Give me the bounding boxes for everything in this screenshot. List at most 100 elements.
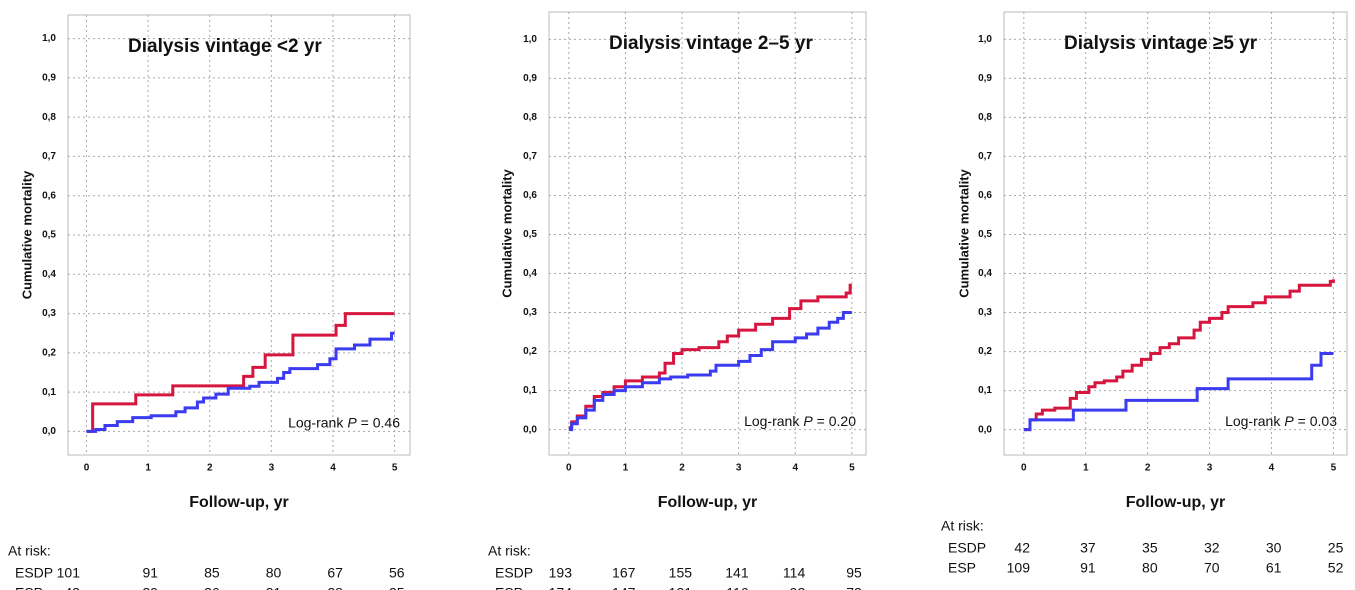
x-tick-label: 5 (392, 463, 398, 474)
chart-title: Dialysis vintage 2–5 yr (609, 33, 813, 54)
at-risk-count: 155 (669, 565, 693, 581)
panel: 0,0 0,1 0,2 0,3 0,4 0,5 0,6 0,7 0,8 0,9 1,0 0 1 2 3 4 5 D… (941, 11, 1348, 576)
panel: 0,0 0,1 0,2 0,3 0,4 0,5 0,6 0,7 0,8 0,9 1,0 0 1 2 3 4 5 D… (488, 11, 867, 590)
y-tick-label: 1,0 (42, 33, 56, 44)
x-tick-label: 3 (1207, 463, 1213, 474)
at-risk-count: 72 (846, 585, 862, 590)
y-tick-label: 0,4 (42, 269, 56, 280)
y-tick-label: 0,8 (523, 112, 537, 123)
x-tick-label: 1 (623, 463, 629, 474)
at-risk-count: 109 (1007, 560, 1031, 576)
y-tick-label: 0,7 (523, 151, 537, 162)
x-tick-label: 2 (679, 463, 685, 474)
x-tick-label: 3 (736, 463, 742, 474)
annotation-stat: P (1284, 413, 1294, 429)
y-tick-label: 0,5 (42, 230, 56, 241)
annotation: Log-rank P = 0.03 (1225, 413, 1337, 429)
at-risk-count: 92 (790, 585, 806, 590)
y-tick-label: 0,6 (42, 190, 56, 201)
at-risk-count: 114 (783, 565, 806, 581)
at-risk-title: At risk: (488, 543, 531, 559)
at-risk-count: 31 (266, 585, 282, 590)
y-tick-label: 0,1 (523, 385, 537, 396)
y-tick-label: 0,0 (523, 424, 537, 435)
at-risk-count: 91 (1080, 560, 1096, 576)
at-risk-count: 42 (1014, 540, 1030, 556)
x-tick-label: 1 (145, 463, 151, 474)
y-tick-label: 0,0 (978, 424, 992, 435)
y-tick-label: 0,0 (42, 426, 56, 437)
y-tick-label: 1,0 (978, 34, 992, 45)
y-tick-label: 1,0 (523, 34, 537, 45)
y-tick-label: 0,6 (523, 190, 537, 201)
x-axis-label: Follow-up, yr (658, 494, 758, 511)
y-tick-label: 0,2 (523, 346, 537, 357)
x-tick-label: 3 (269, 463, 275, 474)
at-risk-count: 25 (1328, 540, 1344, 556)
at-risk-count: 61 (1266, 560, 1282, 576)
at-risk-count: 80 (266, 565, 282, 581)
survival-curve (568, 311, 852, 432)
annotation-value: = 0.46 (361, 414, 401, 430)
at-risk-count: 147 (612, 585, 636, 590)
at-risk-group: ESP (15, 585, 43, 590)
y-axis-label: Cumulative mortality (499, 168, 514, 297)
y-tick-label: 0,7 (42, 151, 56, 162)
at-risk-count: 131 (669, 585, 693, 590)
at-risk-group: ESP (495, 585, 523, 590)
at-risk-title: At risk: (941, 518, 984, 534)
x-tick-label: 0 (84, 463, 90, 474)
annotation-value: = 0.20 (817, 413, 857, 429)
at-risk-count: 25 (389, 585, 405, 590)
y-tick-label: 0,3 (523, 307, 537, 318)
survival-curve (86, 331, 395, 433)
at-risk-group: ESDP (495, 565, 533, 581)
x-tick-label: 4 (330, 463, 336, 474)
annotation-prefix: Log-rank (288, 414, 344, 430)
x-tick-label: 0 (566, 463, 572, 474)
at-risk-count: 80 (1142, 560, 1158, 576)
x-tick-label: 0 (1021, 463, 1027, 474)
at-risk-count: 167 (612, 565, 636, 581)
y-tick-label: 0,9 (42, 72, 56, 83)
at-risk-count: 91 (143, 565, 159, 581)
y-tick-label: 0,4 (978, 268, 992, 279)
at-risk-title: At risk: (8, 543, 51, 559)
at-risk-count: 35 (1142, 540, 1158, 556)
annotation-prefix: Log-rank (744, 413, 800, 429)
x-tick-label: 4 (1269, 463, 1275, 474)
plot-frame (548, 11, 867, 456)
y-tick-label: 0,4 (523, 268, 537, 279)
y-tick-label: 0,3 (978, 307, 992, 318)
at-risk-count: 32 (1204, 540, 1220, 556)
annotation: Log-rank P = 0.46 (288, 414, 400, 430)
chart-title: Dialysis vintage ≥5 yr (1064, 33, 1258, 54)
x-tick-label: 2 (1145, 463, 1151, 474)
y-tick-label: 0,1 (978, 385, 992, 396)
y-tick-label: 0,2 (978, 346, 992, 357)
survival-curve (568, 283, 852, 430)
y-tick-label: 0,7 (978, 151, 992, 162)
panel: 0,0 0,1 0,2 0,3 0,4 0,5 0,6 0,7 0,8 0,9 1,0 0 1 2 3 4 5 D… (8, 14, 411, 590)
at-risk-count: 70 (1204, 560, 1220, 576)
x-tick-label: 4 (792, 463, 798, 474)
at-risk-count: 52 (1328, 560, 1344, 576)
at-risk-count: 30 (1266, 540, 1282, 556)
at-risk-count: 95 (846, 565, 862, 581)
y-axis-label: Cumulative mortality (956, 168, 971, 297)
at-risk-count: 193 (549, 565, 573, 581)
x-tick-label: 1 (1083, 463, 1089, 474)
y-tick-label: 0,8 (978, 112, 992, 123)
x-axis-label: Follow-up, yr (189, 494, 289, 511)
at-risk-group: ESDP (948, 540, 986, 556)
at-risk-count: 67 (327, 565, 343, 581)
annotation-prefix: Log-rank (1225, 413, 1281, 429)
x-tick-label: 5 (1331, 463, 1337, 474)
at-risk-count: 141 (725, 565, 749, 581)
y-axis-label: Cumulative mortality (19, 170, 34, 299)
at-risk-count: 116 (726, 585, 749, 590)
at-risk-count: 85 (204, 565, 220, 581)
y-tick-label: 0,8 (42, 112, 56, 123)
at-risk-group: ESDP (15, 565, 53, 581)
survival-curve (86, 312, 395, 433)
